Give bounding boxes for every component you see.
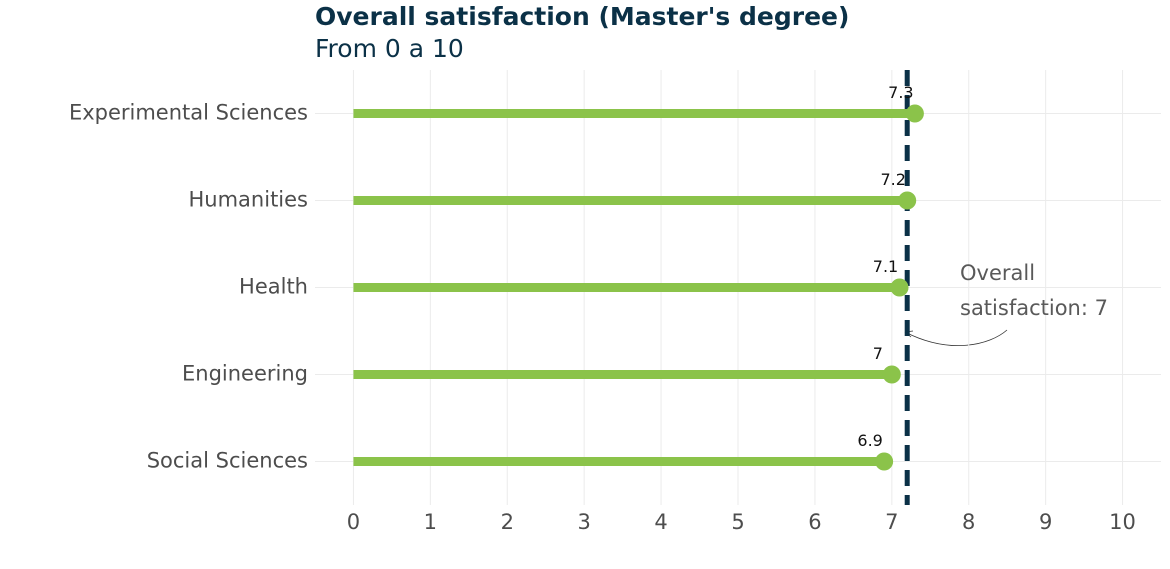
chart-title: Overall satisfaction (Master's degree): [315, 2, 849, 31]
x-tick-label: 2: [501, 510, 514, 534]
x-tick-label: 0: [347, 510, 360, 534]
annotation-arrow: [904, 329, 1008, 346]
x-tick-label: 1: [424, 510, 437, 534]
lollipop-dot: [905, 104, 924, 123]
x-tick-label: 5: [731, 510, 744, 534]
x-tick-label: 7: [885, 510, 898, 534]
lollipop-dot: [890, 278, 909, 297]
y-tick-label: Humanities: [189, 188, 309, 212]
lollipop-dot: [898, 191, 917, 210]
y-tick-label: Experimental Sciences: [69, 101, 308, 125]
chart-subtitle: From 0 a 10: [315, 34, 464, 63]
lollipop-dot: [875, 452, 894, 471]
value-label: 7: [873, 344, 883, 363]
x-tick-label: 6: [808, 510, 821, 534]
value-label: 7.1: [873, 257, 898, 276]
x-tick-label: 10: [1109, 510, 1136, 534]
x-tick-label: 3: [577, 510, 590, 534]
lollipop-dot: [882, 365, 901, 384]
y-tick-label: Social Sciences: [147, 449, 308, 473]
value-label: 6.9: [857, 431, 882, 450]
value-label: 7.3: [888, 83, 913, 102]
x-tick-label: 8: [962, 510, 975, 534]
value-label: 7.2: [880, 170, 905, 189]
x-tick-label: 4: [654, 510, 667, 534]
x-tick-label: 9: [1039, 510, 1052, 534]
annotation: Overall satisfaction: 7: [960, 261, 1108, 320]
y-tick-label: Engineering: [182, 362, 308, 386]
y-tick-label: Health: [239, 275, 308, 299]
